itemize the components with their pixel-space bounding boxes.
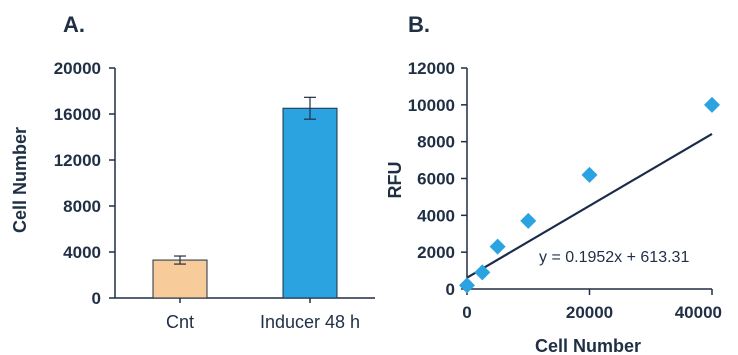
- chart-a-y-tick-label: 0: [92, 289, 101, 308]
- chart-b-y-tick-label: 0: [446, 280, 455, 299]
- chart-b-y-tick-label: 8000: [417, 133, 455, 152]
- chart-b-point: [704, 96, 720, 113]
- chart-b-point: [459, 277, 475, 294]
- chart-a-y-tick-label: 8000: [63, 197, 101, 216]
- chart-b: B. RFU Cell Number 0 2000 4000 6000 8000 1000…: [385, 12, 722, 355]
- chart-a-y-tick-label: 12000: [54, 151, 101, 170]
- panel-b-label: B.: [408, 12, 430, 37]
- chart-b-y-ticks: 0 2000 4000 6000 8000 10000 12000: [408, 59, 467, 299]
- chart-a-x-category-label: Cnt: [166, 312, 194, 332]
- chart-b-x-tick-label: 20000: [566, 303, 613, 322]
- chart-b-x-ticks: 0 20000 40000: [462, 289, 722, 322]
- chart-b-y-tick-label: 12000: [408, 59, 455, 78]
- chart-b-x-tick-label: 0: [462, 303, 471, 322]
- chart-b-x-axis-label: Cell Number: [535, 336, 641, 355]
- chart-a-y-ticks: 0 4000 8000 12000 16000 20000: [54, 59, 115, 308]
- chart-b-point: [489, 238, 506, 255]
- chart-a-bar: [152, 259, 208, 299]
- panel-a-label: A.: [63, 12, 85, 37]
- chart-b-point: [520, 212, 537, 229]
- chart-b-y-tick-label: 10000: [408, 96, 455, 115]
- chart-a-y-tick-label: 16000: [54, 105, 101, 124]
- chart-a-y-tick-label: 20000: [54, 59, 101, 78]
- chart-a: A. Cell Number 040008000120001600020000 …: [10, 12, 375, 332]
- chart-b-point: [581, 166, 598, 183]
- chart-a-x-categories: Cnt Inducer 48 h: [166, 298, 360, 332]
- chart-b-y-axis-label: RFU: [385, 162, 405, 199]
- chart-b-x-tick-label: 40000: [675, 303, 722, 322]
- chart-a-x-category-label: Inducer 48 h: [260, 312, 360, 332]
- chart-b-trendline: [466, 132, 713, 279]
- chart-a-y-axis-label: Cell Number: [10, 127, 30, 233]
- chart-a-bars: [152, 96, 338, 299]
- chart-b-y-tick-label: 2000: [417, 243, 455, 262]
- chart-b-equation: y = 0.1952x + 613.31: [539, 249, 689, 266]
- chart-a-bar: [282, 107, 338, 299]
- chart-b-points: [459, 96, 720, 294]
- chart-a-y-tick-label: 4000: [63, 243, 101, 262]
- chart-b-y-tick-label: 4000: [417, 206, 455, 225]
- chart-b-point: [474, 264, 491, 281]
- chart-b-trendline-group: [466, 132, 713, 279]
- chart-b-y-tick-label: 6000: [417, 170, 455, 189]
